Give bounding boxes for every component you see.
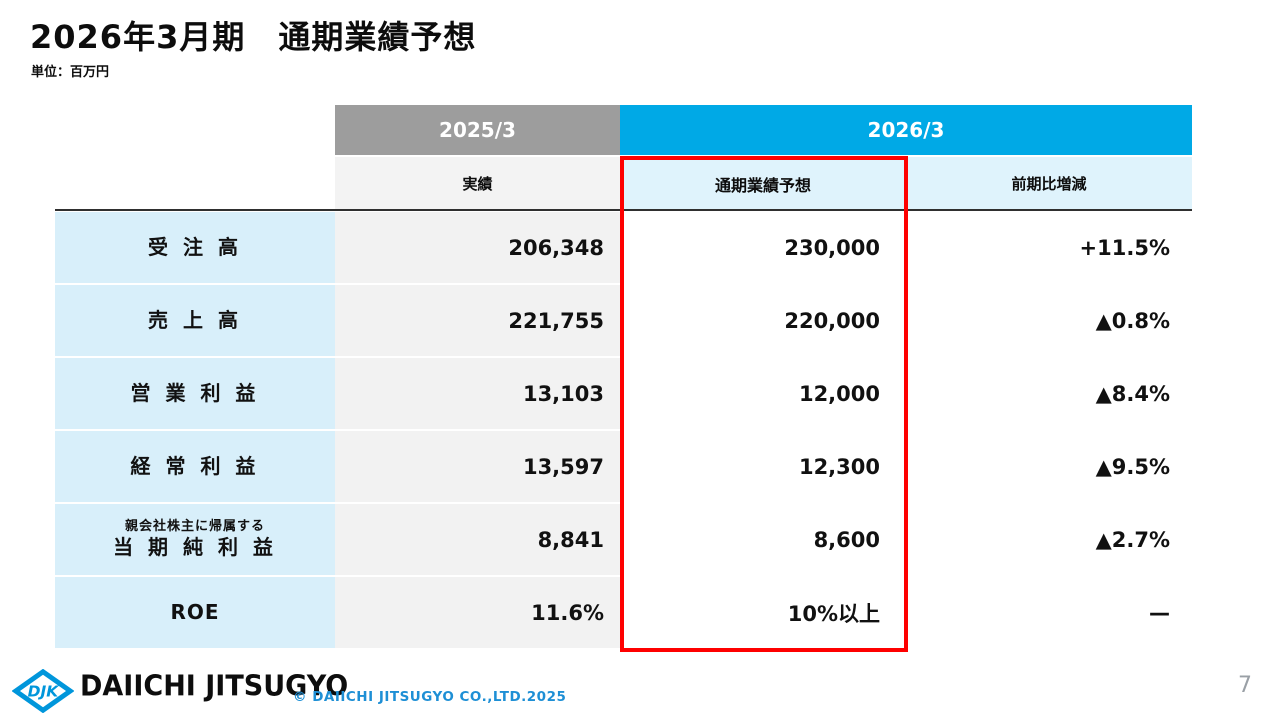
yoy-value: — bbox=[906, 577, 1192, 648]
djk-logo-text: DJK bbox=[28, 683, 60, 701]
page-title: 2026年3月期 通期業績予想 bbox=[30, 18, 477, 56]
forecast-value: 10%以上 bbox=[620, 577, 906, 648]
yoy-value: ▲2.7% bbox=[906, 504, 1192, 575]
yoy-value: +11.5% bbox=[906, 212, 1192, 283]
header-spacer bbox=[55, 157, 335, 210]
financial-forecast-table: 2025/3 2026/3 実績 通期業績予想 前期比増減 受 注 高 206,… bbox=[55, 105, 1192, 648]
copyright-text: © DAIICHI JITSUGYO CO.,LTD.2025 bbox=[293, 689, 567, 705]
forecast-value: 12,000 bbox=[620, 358, 906, 429]
forecast-value: 220,000 bbox=[620, 285, 906, 356]
row-label-net-income-main: 当 期 純 利 益 bbox=[113, 535, 277, 560]
yoy-value: ▲0.8% bbox=[906, 285, 1192, 356]
company-name: DAIICHI JITSUGYO bbox=[80, 670, 349, 703]
actual-value: 13,597 bbox=[335, 431, 620, 502]
row-label-net-income-qualifier: 親会社株主に帰属する bbox=[124, 518, 265, 534]
yoy-value: ▲8.4% bbox=[906, 358, 1192, 429]
column-header-prev-year: 2025/3 bbox=[335, 105, 620, 155]
row-label-operating-income: 営 業 利 益 bbox=[55, 358, 335, 429]
row-label-net-sales: 売 上 高 bbox=[55, 285, 335, 356]
column-header-yoy: 前期比増減 bbox=[906, 157, 1192, 210]
column-header-next-year: 2026/3 bbox=[620, 105, 1192, 155]
actual-value: 206,348 bbox=[335, 212, 620, 283]
page-number: 7 bbox=[1238, 673, 1252, 698]
yoy-value: ▲9.5% bbox=[906, 431, 1192, 502]
row-label-roe: ROE bbox=[55, 577, 335, 648]
forecast-value: 8,600 bbox=[620, 504, 906, 575]
row-label-net-income: 親会社株主に帰属する 当 期 純 利 益 bbox=[55, 504, 335, 575]
column-header-actual: 実績 bbox=[335, 157, 620, 210]
column-header-forecast: 通期業績予想 bbox=[620, 157, 906, 210]
forecast-value: 12,300 bbox=[620, 431, 906, 502]
djk-logo-icon: DJK bbox=[12, 669, 74, 713]
actual-value: 8,841 bbox=[335, 504, 620, 575]
unit-note: 単位：百万円 bbox=[31, 65, 110, 80]
actual-value: 11.6% bbox=[335, 577, 620, 648]
row-label-ordinary-income: 経 常 利 益 bbox=[55, 431, 335, 502]
actual-value: 13,103 bbox=[335, 358, 620, 429]
table-header-rule bbox=[55, 209, 1192, 211]
actual-value: 221,755 bbox=[335, 285, 620, 356]
row-label-orders: 受 注 高 bbox=[55, 212, 335, 283]
forecast-value: 230,000 bbox=[620, 212, 906, 283]
